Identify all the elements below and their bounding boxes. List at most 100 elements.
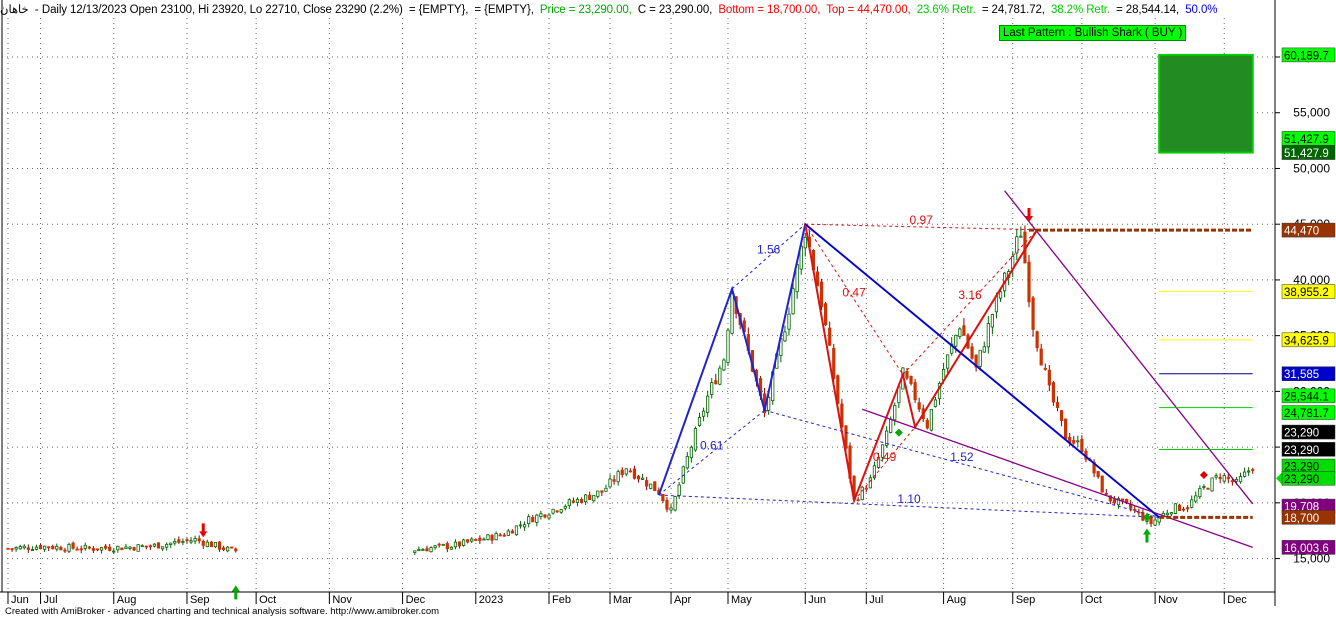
candle-body: [1242, 471, 1247, 477]
candle-body: [946, 354, 950, 369]
target-zone: [1158, 53, 1254, 154]
candle: [67, 542, 71, 553]
candle-body: [108, 546, 112, 551]
candle: [701, 407, 706, 422]
candle-body: [596, 490, 600, 497]
candle: [539, 510, 543, 520]
candle-body: [510, 530, 515, 534]
candle-body: [461, 539, 466, 546]
candle-body: [1015, 236, 1019, 254]
candle-body: [1226, 476, 1230, 480]
candle-body: [87, 546, 91, 549]
x-tick-label: Mar: [613, 594, 632, 606]
candle-body: [498, 534, 502, 537]
footer-credit: Created with AmiBroker - advanced charti…: [5, 606, 440, 617]
candle: [205, 539, 209, 548]
candle: [457, 541, 462, 549]
candle-body: [950, 343, 954, 354]
candle-body: [677, 484, 681, 496]
price-label: 23,290: [1281, 458, 1336, 474]
candle-body: [99, 547, 104, 551]
y-tick-label: 15,000: [1293, 552, 1330, 566]
x-tick-label: Jun: [808, 594, 826, 606]
y-tick-label: 50,000: [1293, 161, 1330, 175]
candle-body: [559, 509, 563, 513]
candle-body: [1059, 410, 1064, 422]
candle: [165, 542, 169, 551]
candle-body: [685, 455, 689, 469]
candle: [197, 535, 201, 544]
candle-body: [844, 425, 848, 449]
price-label-text: 28,544.1: [1284, 391, 1329, 403]
candle-body: [539, 513, 543, 518]
header-values: - Daily 12/13/2023 Open 23100, Hi 23920,…: [32, 4, 1221, 16]
candle: [710, 377, 714, 399]
candle: [856, 497, 860, 502]
price-label: 31,585: [1281, 366, 1336, 381]
candle-body: [201, 540, 205, 546]
candle-body: [584, 494, 588, 503]
candle-body: [156, 542, 161, 549]
candle: [160, 546, 165, 551]
ratio-line: [658, 409, 765, 496]
candle: [1035, 330, 1039, 352]
price-label-text: 51,427.9: [1284, 148, 1329, 160]
candle-body: [697, 417, 702, 426]
price-label-text: 16,003.6: [1284, 543, 1329, 555]
candle: [600, 490, 604, 496]
candle: [1015, 228, 1019, 261]
chart-header: خاهان - Daily 12/13/2023 Open 23100, Hi …: [0, 2, 1223, 16]
candle: [226, 545, 230, 553]
candle: [689, 445, 693, 463]
candle-body: [1190, 499, 1194, 508]
price-label-text: 60,189.7: [1284, 50, 1329, 62]
candle-body: [990, 314, 994, 328]
x-tick-label: Oct: [259, 594, 276, 606]
candle: [1039, 343, 1043, 366]
candle-body: [982, 346, 986, 353]
candle-body: [1230, 480, 1234, 483]
candle: [661, 493, 665, 503]
candle-body: [1027, 261, 1031, 303]
candle-body: [1165, 512, 1169, 516]
candle: [1169, 511, 1173, 517]
candle-body: [104, 545, 108, 549]
candle-body: [575, 498, 580, 503]
candle-body: [706, 395, 710, 413]
candle-body: [624, 468, 628, 475]
header-part-11: 50.0%: [1182, 4, 1218, 16]
candle: [1064, 418, 1068, 440]
candle-body: [112, 550, 116, 553]
candle: [91, 546, 96, 553]
candle: [946, 354, 950, 375]
price-label-text: 31,585: [1284, 369, 1319, 381]
candle: [860, 485, 864, 501]
candle-body: [889, 418, 893, 433]
candle: [213, 542, 218, 549]
price-pointer-icon: [1276, 472, 1282, 485]
candle-body: [83, 544, 87, 549]
candle-body: [523, 524, 527, 528]
candle-body: [132, 547, 136, 551]
candle: [730, 287, 734, 335]
candle-body: [38, 545, 43, 550]
x-tick-label: Sep: [1016, 594, 1036, 606]
candle-body: [1100, 475, 1104, 493]
candle-body: [209, 541, 213, 548]
candle: [628, 468, 632, 473]
candle: [982, 341, 986, 353]
candle-body: [608, 478, 612, 488]
candle: [693, 426, 698, 452]
x-tick-label: Oct: [1085, 594, 1102, 606]
diamond-marker-icon: [1142, 513, 1151, 522]
candle: [575, 497, 580, 507]
candle-body: [18, 546, 22, 550]
candle-body: [978, 349, 982, 367]
candle-body: [502, 534, 506, 537]
candle: [1133, 506, 1137, 514]
candle: [59, 545, 63, 551]
candle-body: [514, 525, 519, 536]
price-label: 23,290: [1276, 471, 1336, 486]
candle: [535, 513, 539, 527]
